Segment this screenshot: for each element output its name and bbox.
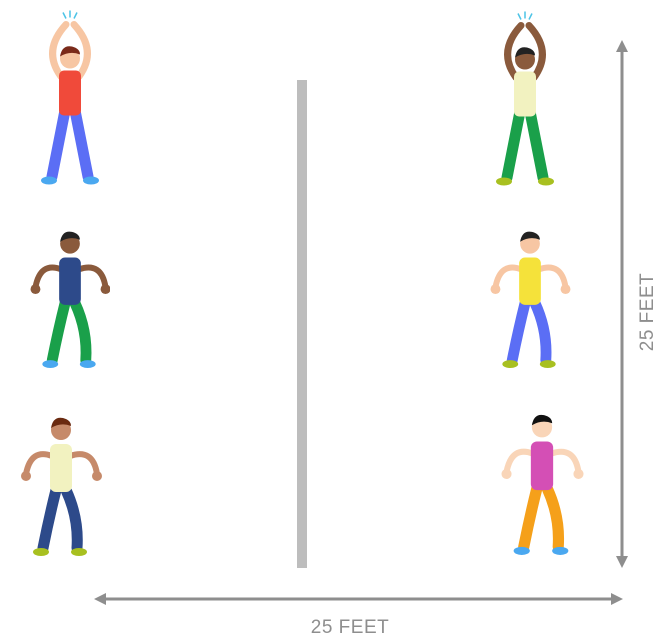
horizontal-label: 25 FEET: [311, 617, 389, 638]
dancer: [501, 415, 583, 555]
divider: [297, 80, 307, 568]
dancer: [31, 232, 111, 368]
dancer: [491, 232, 571, 368]
diagram: 25 FEET 25 FEET: [0, 0, 667, 639]
dancer: [496, 12, 554, 186]
dancer: [41, 11, 99, 185]
dancer: [21, 418, 102, 556]
vertical-label: 25 FEET: [637, 273, 658, 351]
